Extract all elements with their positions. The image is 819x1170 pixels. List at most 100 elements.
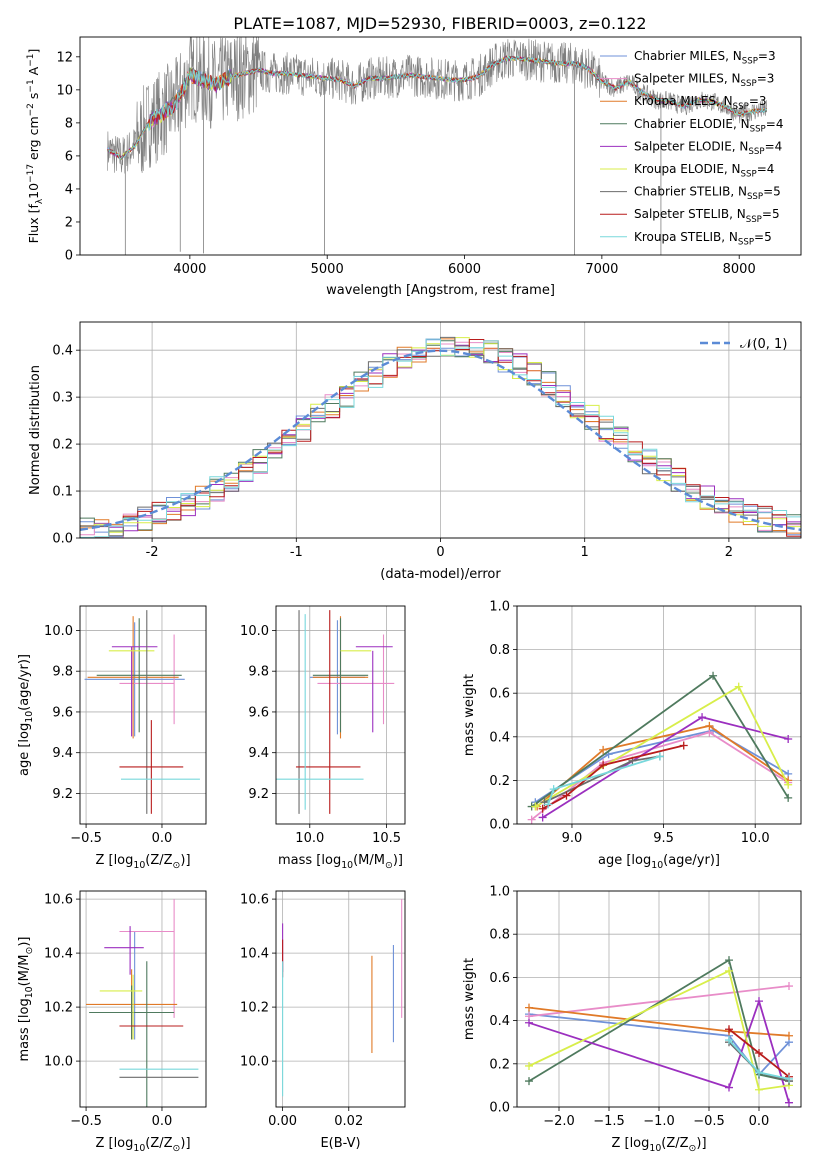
axes-frame bbox=[275, 605, 406, 825]
label-part: SSP bbox=[741, 79, 757, 89]
legend-label: Kroupa STELIB, NSSP=5 bbox=[634, 230, 772, 248]
ticks: -2 -1 0 1 2 0.0 0.1 0.2 0.3 0.4 bbox=[52, 344, 733, 560]
label-part: mass [log bbox=[278, 853, 341, 868]
ticks: 9.0 9.5 10.0 0.0 0.2 0.4 0.6 0.8 1.0 bbox=[489, 600, 769, 847]
label-part: SSP bbox=[747, 192, 763, 202]
label-part: ⊙ bbox=[24, 947, 35, 955]
label-part: =5 bbox=[754, 230, 772, 244]
model-spectrum-8 bbox=[107, 55, 768, 160]
y-tick-label: 9.8 bbox=[248, 665, 269, 680]
label-part: s bbox=[26, 93, 41, 104]
label-part: )] bbox=[393, 853, 403, 868]
weight-marker bbox=[655, 752, 664, 761]
weight-line-1 bbox=[531, 731, 789, 821]
x-tick-label: 10.5 bbox=[372, 831, 401, 846]
x-tick-label: 10.0 bbox=[295, 831, 324, 846]
label-part: 10 bbox=[24, 986, 35, 998]
axes-frame bbox=[516, 605, 802, 825]
label-part: Chabrier STELIB, N bbox=[634, 185, 747, 199]
label-part: Kroupa ELODIE, N bbox=[634, 162, 741, 176]
x-tick-label: −0.5 bbox=[693, 1114, 725, 1129]
weight-marker bbox=[525, 1061, 533, 1070]
label-part: =4 bbox=[757, 162, 775, 176]
label-part: ⊙ bbox=[385, 860, 393, 871]
weight-marker bbox=[725, 956, 733, 965]
y-tick-label: 10.0 bbox=[240, 1055, 269, 1070]
weight-marker bbox=[549, 785, 558, 794]
label-part: 10 bbox=[26, 183, 41, 199]
weight-marker bbox=[538, 804, 547, 813]
plot-area bbox=[282, 899, 403, 1097]
y-tick-label: 0.0 bbox=[52, 532, 73, 547]
y-tick-label: 0.2 bbox=[489, 1057, 510, 1072]
label-part: =3 bbox=[757, 72, 775, 86]
x-tick-label: −0.5 bbox=[70, 831, 102, 846]
legend-label: Salpeter MILES, NSSP=3 bbox=[634, 72, 774, 90]
label-part: ] bbox=[26, 49, 41, 54]
x-tick-label: 9.5 bbox=[653, 831, 674, 846]
label-part: age [log bbox=[598, 853, 651, 868]
weight-marker bbox=[538, 813, 547, 822]
label-part: A bbox=[26, 66, 41, 79]
ticks: 0.00 0.02 10.0 10.2 10.4 10.6 bbox=[240, 893, 363, 1129]
label-part: =4 bbox=[766, 117, 784, 131]
plot-area bbox=[527, 671, 793, 824]
weight-line-0 bbox=[534, 729, 789, 803]
x-tick-label: −0.5 bbox=[70, 1114, 102, 1129]
label-part: Z [log bbox=[95, 853, 133, 868]
y-axis-label: Normed distribution bbox=[28, 365, 43, 495]
weight-marker bbox=[784, 793, 793, 802]
weight-marker bbox=[784, 780, 793, 789]
y-tick-label: 9.4 bbox=[52, 746, 73, 761]
weight-marker bbox=[755, 1085, 763, 1094]
x-tick-label: 5000 bbox=[311, 262, 344, 277]
label-part: SSP bbox=[738, 237, 754, 247]
weight-vs-age-plot: 9.0 9.5 10.0 0.0 0.2 0.4 0.6 0.8 1.0 mass weight a… bbox=[462, 600, 802, 871]
label-part: Kroupa STELIB, N bbox=[634, 230, 738, 244]
spectrum-plot: 4000 5000 6000 7000 8000 0 2 4 6 8 10 12 Chabrier MI… bbox=[26, 36, 802, 298]
x-tick-label: 6000 bbox=[448, 262, 481, 277]
label-part: −1 bbox=[26, 79, 36, 92]
weight-marker bbox=[599, 745, 608, 754]
x-axis-label: Z [log10(Z/Z⊙)] bbox=[611, 1136, 706, 1154]
y-tick-label: 9.6 bbox=[52, 705, 73, 720]
legend-label: Kroupa ELODIE, NSSP=4 bbox=[634, 162, 774, 180]
weight-marker bbox=[525, 1003, 533, 1012]
label-part: ⊙ bbox=[173, 1143, 181, 1154]
y-tick-label: 0.2 bbox=[489, 774, 510, 789]
y-tick-label: 1.0 bbox=[489, 600, 510, 615]
label-part: Kroupa MILES, N bbox=[634, 94, 733, 108]
histogram-step-8 bbox=[80, 338, 801, 538]
label-part: (Z/Z bbox=[145, 1136, 172, 1151]
y-tick-label: 0.4 bbox=[489, 1014, 510, 1029]
y-tick-label: 0.4 bbox=[489, 730, 510, 745]
weight-line-4 bbox=[528, 998, 790, 1103]
weight-marker bbox=[785, 982, 793, 991]
y-tick-label: 10.6 bbox=[44, 893, 73, 908]
legend-label: Chabrier MILES, NSSP=3 bbox=[634, 49, 776, 67]
weight-marker bbox=[599, 761, 608, 770]
y-tick-label: 0 bbox=[65, 249, 73, 264]
label-part: E(B-V) bbox=[320, 1136, 360, 1151]
label-part: SSP bbox=[742, 57, 758, 67]
x-tick-label: 0.0 bbox=[749, 1114, 770, 1129]
weight-line-5 bbox=[528, 969, 790, 1091]
y-tick-label: 10.2 bbox=[240, 1001, 269, 1016]
weight-line-1 bbox=[528, 985, 790, 1018]
x-tick-label: 0.02 bbox=[334, 1114, 363, 1129]
y-axis-label: mass [log10(M/M⊙)] bbox=[17, 937, 35, 1062]
label-part: )] bbox=[180, 1136, 190, 1151]
grid bbox=[80, 891, 206, 1107]
legend-label: Chabrier STELIB, NSSP=5 bbox=[634, 185, 781, 203]
y-tick-label: 9.2 bbox=[52, 787, 73, 802]
label-part: 10 bbox=[24, 711, 35, 723]
y-tick-label: 0.1 bbox=[52, 485, 73, 500]
label-part: erg cm bbox=[26, 116, 41, 164]
label-part: (Z/Z bbox=[661, 1136, 688, 1151]
x-axis-label: mass [log10(M/M⊙)] bbox=[278, 853, 403, 871]
label-part: ⊙ bbox=[173, 860, 181, 871]
grid bbox=[276, 891, 405, 1107]
axes-frame bbox=[79, 605, 207, 825]
y-axis-label: mass weight bbox=[462, 674, 477, 756]
y-tick-label: 10.2 bbox=[44, 1001, 73, 1016]
